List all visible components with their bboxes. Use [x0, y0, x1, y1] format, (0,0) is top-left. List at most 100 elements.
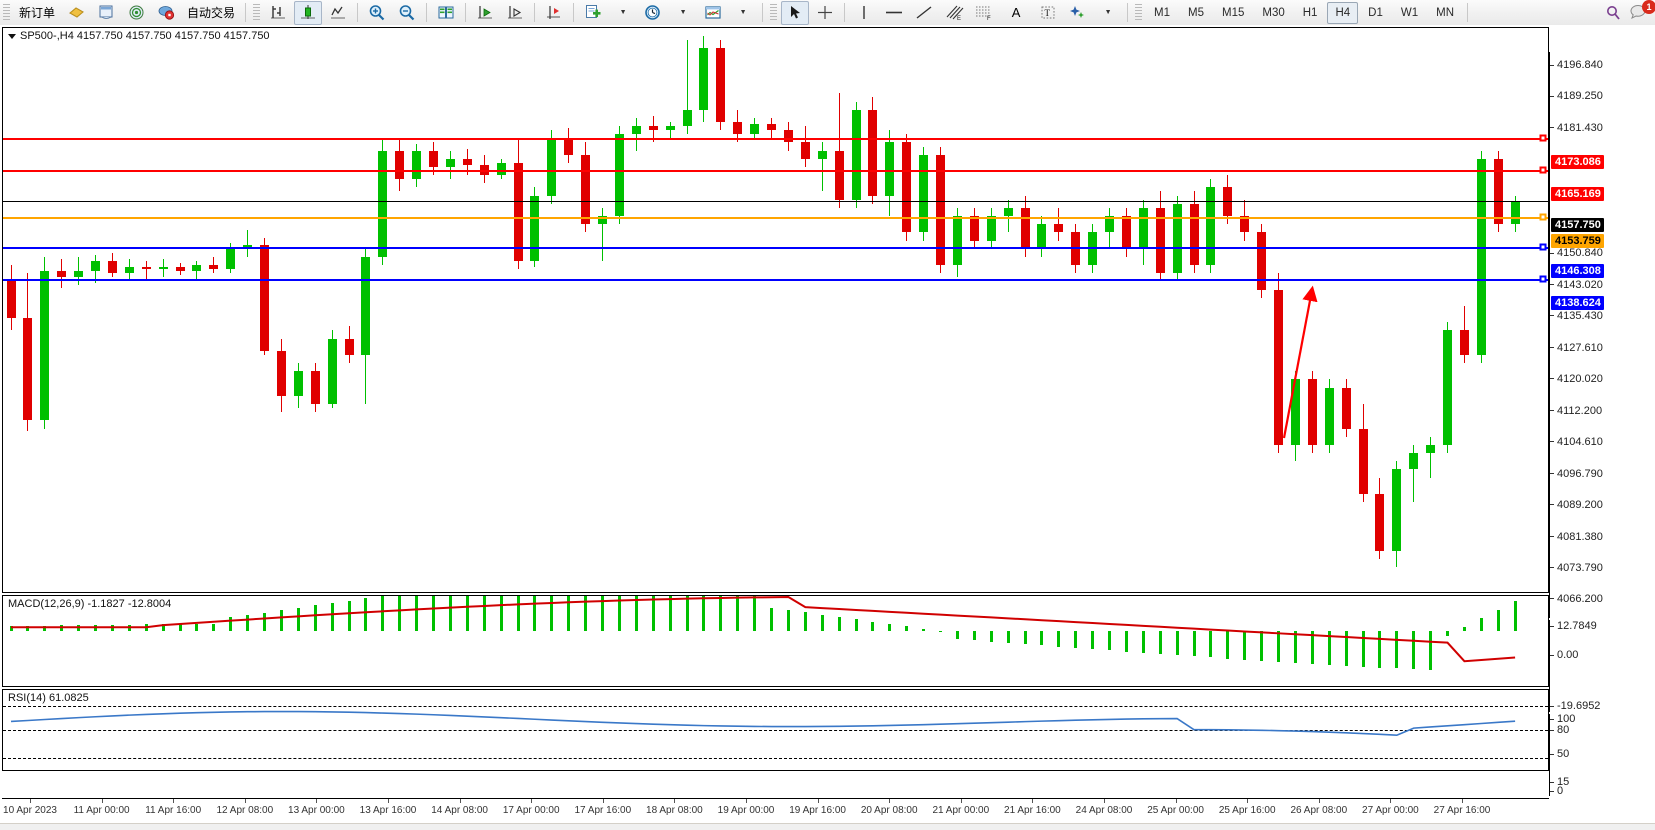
- new-chart-icon[interactable]: [579, 1, 607, 25]
- vertical-line-icon[interactable]: [850, 1, 878, 25]
- zoom-in-icon[interactable]: [363, 1, 391, 25]
- cursor-icon[interactable]: [781, 0, 810, 25]
- price-tick: 4143.020: [1550, 279, 1603, 291]
- autotrading-icon[interactable]: [152, 1, 180, 25]
- fibonacci-retracement-icon[interactable]: F: [970, 1, 998, 25]
- search-icon[interactable]: [1600, 1, 1628, 25]
- candle-body: [293, 371, 303, 396]
- timeframe-m1[interactable]: M1: [1154, 6, 1171, 19]
- toolbar-grip-4[interactable]: [1135, 3, 1143, 22]
- candle-body: [260, 244, 269, 351]
- objects-dropdown-arrow-icon[interactable]: ▼: [1104, 9, 1112, 16]
- price-line-anchor[interactable]: [1539, 275, 1547, 283]
- macd-histogram-bar: [668, 596, 672, 632]
- zoom-out-icon[interactable]: [393, 1, 421, 25]
- chart-shift-icon[interactable]: [471, 1, 499, 25]
- candle-body: [817, 150, 827, 159]
- timeframe-w1[interactable]: W1: [1400, 6, 1419, 19]
- rsi-pane[interactable]: RSI(14) 61.0825: [2, 689, 1549, 771]
- new-order-button[interactable]: 新订单: [19, 6, 56, 20]
- price-tag-ask[interactable]: 4153.759: [1551, 233, 1604, 248]
- new-order-icon[interactable]: [62, 1, 90, 25]
- rsi-line: [10, 710, 1516, 737]
- macd-tick: -19.6952: [1550, 700, 1600, 712]
- time-label: 11 Apr 00:00: [73, 805, 130, 816]
- indicators-icon[interactable]: [699, 1, 727, 25]
- period-dropdown-arrow-icon[interactable]: ▼: [679, 9, 687, 16]
- time-label: 12 Apr 08:00: [216, 805, 274, 816]
- chart-shift-marker-icon[interactable]: [540, 1, 568, 25]
- timeframe-d1[interactable]: D1: [1368, 6, 1383, 19]
- data-window-icon[interactable]: [92, 1, 120, 25]
- notifications-button[interactable]: 1: [1629, 0, 1655, 24]
- symbol-dropdown-arrow-icon[interactable]: [8, 33, 16, 39]
- price-tag-resistance[interactable]: 4173.086: [1551, 154, 1604, 169]
- macd-histogram-bar: [786, 609, 790, 632]
- price-tag-support[interactable]: 4146.308: [1551, 264, 1604, 279]
- candle-body: [243, 244, 253, 247]
- price-line-support[interactable]: [3, 247, 1548, 250]
- price-line-ask[interactable]: [3, 216, 1548, 219]
- price-tick: 4104.610: [1550, 436, 1603, 448]
- price-line-anchor[interactable]: [1539, 166, 1547, 174]
- equidistant-channel-icon[interactable]: E: [940, 1, 968, 25]
- bar-chart-icon[interactable]: [264, 1, 292, 25]
- toolbar-grip-2[interactable]: [253, 3, 261, 22]
- toolbar-grip-3[interactable]: [770, 3, 778, 22]
- price-plot[interactable]: [3, 28, 1548, 592]
- text-icon[interactable]: A: [1011, 5, 1021, 20]
- price-pane[interactable]: SP500-,H4 4157.750 4157.750 4157.750 415…: [2, 27, 1549, 593]
- price-tag-resistance[interactable]: 4165.169: [1551, 187, 1604, 202]
- timeframe-h4[interactable]: H4: [1327, 1, 1359, 24]
- price-tick: 4127.610: [1550, 342, 1603, 354]
- rsi-scale[interactable]: 100 80 50 15 0: [1549, 713, 1655, 797]
- objects-icon[interactable]: [1064, 1, 1092, 25]
- data-grid-icon[interactable]: [432, 1, 460, 25]
- macd-histogram-bar: [1412, 631, 1416, 670]
- rsi-plot[interactable]: [3, 690, 1548, 770]
- price-tick: 4081.380: [1550, 531, 1603, 543]
- autotrading-button[interactable]: 自动交易: [187, 6, 236, 20]
- indicators-dropdown-arrow-icon[interactable]: ▼: [739, 9, 747, 16]
- macd-histogram-bar: [651, 596, 655, 632]
- macd-plot[interactable]: [3, 596, 1548, 686]
- candle-wick: [247, 230, 249, 257]
- period-clock-icon[interactable]: [639, 1, 667, 25]
- toolbar-grip[interactable]: [3, 3, 10, 22]
- macd-scale[interactable]: 12.7849 0.00 -19.6952: [1549, 620, 1655, 712]
- timeframe-m5[interactable]: M5: [1188, 6, 1204, 19]
- timeframe-m15[interactable]: M15: [1222, 6, 1245, 19]
- timeframe-mn[interactable]: MN: [1436, 6, 1454, 19]
- price-line-bid[interactable]: [3, 200, 1548, 202]
- text-label-icon[interactable]: T: [1034, 1, 1062, 25]
- macd-pane[interactable]: MACD(12,26,9) -1.1827 -12.8004: [2, 595, 1549, 687]
- price-line-anchor[interactable]: [1539, 134, 1547, 142]
- macd-histogram-bar: [1293, 631, 1297, 663]
- horizontal-line-icon[interactable]: [880, 1, 908, 25]
- new-chart-dropdown-arrow-icon[interactable]: ▼: [619, 9, 627, 16]
- price-tag-bid[interactable]: 4157.750: [1551, 217, 1604, 232]
- candle-body: [327, 338, 337, 404]
- price-line-resistance[interactable]: [3, 170, 1548, 173]
- timeframe-m30[interactable]: M30: [1262, 6, 1285, 19]
- price-line-anchor[interactable]: [1539, 243, 1547, 251]
- macd-histogram-bar: [364, 598, 368, 632]
- time-label: 20 Apr 08:00: [860, 805, 918, 816]
- auto-scroll-icon[interactable]: [501, 1, 529, 25]
- trendline-icon[interactable]: [910, 1, 938, 25]
- line-chart-icon[interactable]: [324, 1, 352, 25]
- toolbar-separator-6: [573, 3, 575, 22]
- price-line-support[interactable]: [3, 278, 1548, 281]
- macd-histogram-bar: [178, 624, 182, 632]
- price-tag-support[interactable]: 4138.624: [1551, 295, 1604, 310]
- price-line-anchor[interactable]: [1539, 213, 1547, 221]
- price-scale[interactable]: 4196.840 4189.250 4181.430 4173.086 4165.169…: [1549, 52, 1655, 618]
- timeframe-h1[interactable]: H1: [1302, 6, 1318, 19]
- time-axis[interactable]: 10 Apr 2023 11 Apr 00:00 11 Apr 16:00 12 Ap…: [2, 798, 1549, 827]
- candlestick-chart-icon[interactable]: [294, 0, 323, 25]
- price-line-resistance[interactable]: [3, 137, 1548, 140]
- crosshair-icon[interactable]: [811, 1, 839, 25]
- macd-histogram-bar: [1023, 631, 1027, 645]
- market-watch-icon[interactable]: [122, 1, 150, 25]
- bullish-arrow[interactable]: [3, 28, 1548, 592]
